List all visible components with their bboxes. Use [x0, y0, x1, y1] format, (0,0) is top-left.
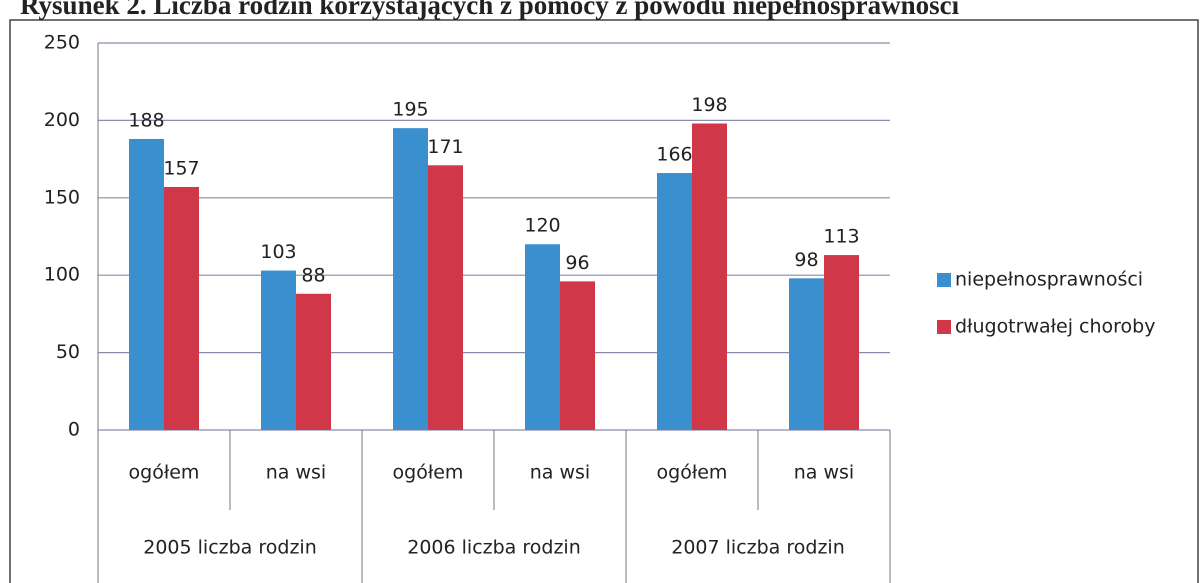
data-label: 195 — [392, 99, 428, 121]
x-tick-label: na wsi — [530, 462, 590, 484]
data-label: 98 — [794, 249, 818, 271]
y-tick-label: 200 — [44, 109, 80, 131]
bar — [692, 123, 727, 430]
data-label: 113 — [823, 226, 859, 248]
legend-label: długotrwałej choroby — [955, 316, 1155, 338]
y-tick-label: 50 — [56, 341, 80, 363]
bar — [657, 173, 692, 431]
chart-title: Rysunek 2. Liczba rodzin korzystających … — [20, 0, 960, 20]
y-tick-label: 0 — [68, 419, 80, 441]
group-label: 2007 liczba rodzin — [671, 537, 845, 559]
bar — [129, 138, 164, 430]
data-label: 171 — [427, 136, 463, 158]
x-tick-label: ogółem — [657, 462, 728, 484]
y-tick-label: 250 — [44, 32, 80, 54]
bar — [393, 128, 428, 430]
bar — [789, 278, 824, 430]
group-label: 2005 liczba rodzin — [143, 537, 317, 559]
data-label: 120 — [524, 215, 560, 237]
y-tick-label: 150 — [44, 186, 80, 208]
data-label: 166 — [656, 144, 692, 166]
data-label: 157 — [163, 157, 199, 179]
data-label: 198 — [691, 94, 727, 116]
x-tick-label: na wsi — [266, 462, 326, 484]
bar — [261, 270, 296, 430]
x-tick-label: ogółem — [129, 462, 200, 484]
bar — [164, 186, 199, 430]
data-label: 96 — [565, 252, 589, 274]
legend-swatch — [937, 273, 951, 287]
bar — [824, 255, 859, 430]
chart-frame — [9, 19, 1199, 583]
legend-label: niepełnosprawności — [955, 269, 1143, 291]
bar — [428, 165, 463, 431]
data-label: 188 — [128, 109, 164, 131]
bar — [525, 244, 560, 430]
data-label: 88 — [301, 264, 325, 286]
x-tick-label: na wsi — [794, 462, 854, 484]
group-label: 2006 liczba rodzin — [407, 537, 581, 559]
bar — [560, 281, 595, 430]
y-tick-label: 100 — [44, 264, 80, 286]
legend-swatch — [937, 320, 951, 334]
data-label: 103 — [260, 241, 296, 263]
x-tick-label: ogółem — [393, 462, 464, 484]
bar — [296, 293, 331, 430]
